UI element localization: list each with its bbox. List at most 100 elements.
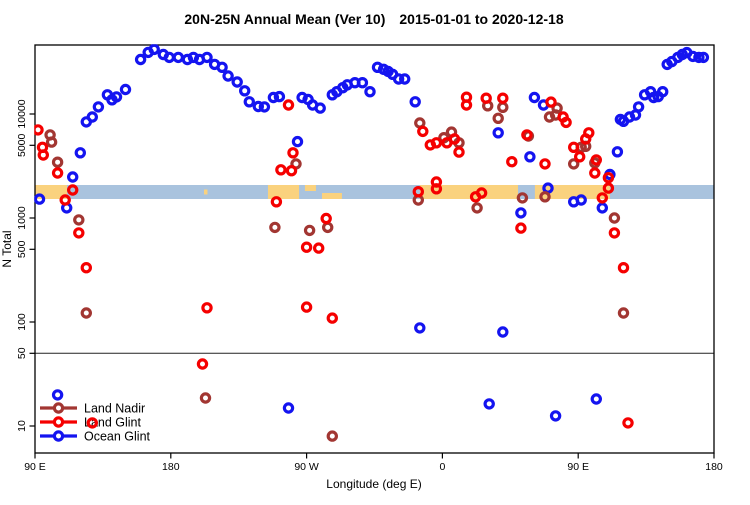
data-point	[617, 262, 630, 274]
data-point	[73, 214, 85, 226]
data-point	[516, 192, 529, 204]
data-point	[314, 102, 326, 114]
data-point	[238, 85, 251, 97]
data-point	[134, 53, 147, 66]
x-axis-label: Longitude (deg E)	[326, 477, 421, 491]
data-point	[201, 302, 213, 314]
data-point	[574, 151, 586, 163]
data-point	[506, 155, 518, 168]
data-point	[270, 196, 283, 208]
x-axis-ticks: 90 E 180 90 W 0 90 E 180	[24, 453, 723, 473]
data-point	[148, 44, 160, 56]
data-point	[303, 224, 316, 237]
data-point	[568, 141, 580, 153]
data-point	[364, 85, 376, 98]
data-point	[322, 221, 334, 234]
data-point	[497, 101, 509, 114]
data-point	[596, 192, 609, 204]
data-point	[693, 51, 705, 64]
data-point	[632, 101, 645, 113]
data-point	[417, 125, 429, 138]
data-point	[515, 207, 527, 219]
data-point	[611, 146, 624, 158]
x-tick-label: 0	[439, 461, 445, 473]
data-point	[51, 389, 64, 401]
x-tick-label: 180	[162, 461, 180, 473]
data-point	[269, 221, 281, 234]
data-point	[392, 73, 405, 85]
data-point	[282, 99, 295, 111]
data-point	[471, 202, 483, 214]
data-point	[589, 167, 601, 179]
data-point	[412, 185, 424, 198]
y-axis-ticks: 10 50 100 500 1000 5000 10000	[16, 99, 35, 432]
data-point	[34, 193, 46, 205]
data-point	[73, 227, 85, 239]
data-point	[92, 101, 105, 113]
legend-marker-2	[52, 430, 65, 442]
data-point	[399, 73, 411, 85]
data-point	[551, 102, 563, 114]
data-point	[409, 96, 421, 108]
data-point	[110, 91, 123, 103]
data-point	[617, 307, 630, 319]
map-strip-land	[419, 185, 518, 199]
series-land-glint	[34, 91, 634, 429]
data-point	[524, 151, 536, 163]
map-strip-land	[304, 185, 316, 191]
data-point	[596, 202, 609, 214]
data-point	[326, 430, 338, 442]
data-point	[172, 51, 184, 64]
data-point	[282, 402, 295, 414]
data-point	[480, 92, 492, 104]
data-point	[583, 127, 595, 139]
plot-border	[34, 44, 715, 454]
data-point	[497, 326, 509, 338]
data-point	[560, 116, 572, 129]
data-point	[287, 147, 299, 159]
data-point	[252, 100, 264, 113]
legend-label-1: Land Glint	[84, 416, 142, 430]
legend-label-0: Land Nadir	[84, 402, 145, 416]
page-title: 20N-25N Annual Mean (Ver 10) 2015-01-01 …	[184, 11, 563, 27]
data-point	[492, 112, 504, 125]
data-point	[51, 156, 64, 168]
data-point	[590, 154, 603, 166]
data-point	[622, 417, 634, 429]
data-point	[657, 85, 669, 98]
data-point	[539, 191, 551, 203]
data-point	[300, 241, 313, 253]
data-point	[430, 183, 443, 195]
y-tick-label: 10	[16, 420, 28, 432]
data-point	[66, 171, 79, 183]
data-point	[414, 322, 426, 334]
data-point	[196, 358, 209, 370]
data-point	[453, 146, 465, 158]
x-tick-label: 90 E	[24, 461, 46, 473]
map-strip-land	[267, 185, 300, 199]
data-point	[66, 184, 79, 196]
x-tick-label: 90 W	[294, 461, 319, 473]
data-point	[34, 124, 44, 136]
legend-marker-0	[52, 402, 65, 414]
data-point	[697, 51, 710, 64]
map-strip-land	[321, 193, 342, 199]
x-tick-label: 90 E	[567, 461, 589, 473]
data-point	[267, 91, 280, 104]
data-point	[74, 147, 87, 159]
data-point	[216, 61, 228, 74]
data-point	[687, 50, 699, 63]
data-point	[568, 158, 580, 170]
data-point	[258, 101, 271, 113]
data-point	[326, 312, 338, 324]
data-point	[163, 51, 175, 64]
data-point	[222, 70, 234, 82]
data-point	[51, 167, 64, 179]
data-point	[45, 136, 58, 148]
data-point	[273, 90, 286, 103]
data-point	[86, 417, 99, 429]
legend-marker-1	[52, 416, 65, 428]
